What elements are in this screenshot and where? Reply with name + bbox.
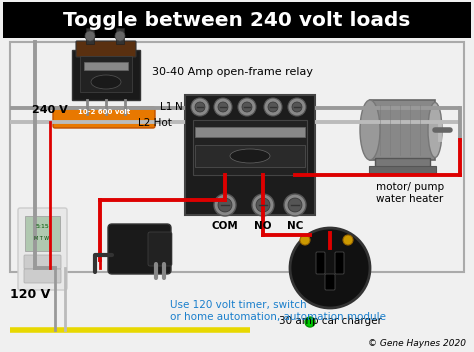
FancyBboxPatch shape [108, 224, 171, 274]
Ellipse shape [428, 102, 442, 157]
Circle shape [343, 235, 353, 245]
Circle shape [191, 98, 209, 116]
Text: NO: NO [254, 221, 272, 231]
FancyBboxPatch shape [193, 120, 307, 175]
Ellipse shape [360, 100, 380, 160]
Circle shape [288, 98, 306, 116]
FancyBboxPatch shape [18, 208, 67, 290]
Circle shape [238, 98, 256, 116]
Circle shape [214, 194, 236, 216]
Text: L2 Hot: L2 Hot [138, 118, 172, 128]
FancyBboxPatch shape [148, 232, 172, 266]
Text: 240 V: 240 V [32, 105, 68, 115]
Text: L1: L1 [160, 102, 173, 112]
FancyBboxPatch shape [370, 100, 435, 160]
Text: COM: COM [211, 221, 238, 231]
FancyBboxPatch shape [24, 269, 61, 283]
FancyBboxPatch shape [116, 28, 124, 44]
Ellipse shape [230, 149, 270, 163]
Ellipse shape [91, 75, 121, 89]
Text: © Gene Haynes 2020: © Gene Haynes 2020 [368, 339, 466, 348]
Text: 5:15: 5:15 [35, 224, 49, 228]
FancyBboxPatch shape [80, 56, 132, 92]
Circle shape [268, 102, 278, 112]
FancyBboxPatch shape [3, 2, 471, 38]
Circle shape [300, 235, 310, 245]
Text: Toggle between 240 volt loads: Toggle between 240 volt loads [64, 11, 410, 30]
FancyBboxPatch shape [53, 107, 155, 128]
FancyBboxPatch shape [24, 255, 61, 269]
FancyBboxPatch shape [76, 41, 136, 57]
FancyBboxPatch shape [195, 145, 305, 167]
Circle shape [242, 102, 252, 112]
Circle shape [288, 198, 302, 212]
Circle shape [115, 31, 125, 41]
FancyBboxPatch shape [375, 158, 430, 168]
Circle shape [218, 198, 232, 212]
Text: motor/ pump
water heater: motor/ pump water heater [376, 182, 444, 203]
Circle shape [214, 98, 232, 116]
FancyBboxPatch shape [195, 127, 305, 137]
Text: 10-2 600 volt: 10-2 600 volt [78, 109, 130, 115]
Text: Use 120 volt timer, switch
or home automation, automation module: Use 120 volt timer, switch or home autom… [170, 300, 386, 322]
Text: 30-40 Amp open-frame relay: 30-40 Amp open-frame relay [152, 67, 313, 77]
FancyBboxPatch shape [185, 95, 315, 215]
FancyBboxPatch shape [369, 166, 436, 173]
Circle shape [195, 102, 205, 112]
Circle shape [256, 198, 270, 212]
FancyBboxPatch shape [84, 62, 128, 70]
Circle shape [252, 194, 274, 216]
Circle shape [218, 102, 228, 112]
FancyBboxPatch shape [72, 50, 140, 100]
Circle shape [284, 194, 306, 216]
FancyBboxPatch shape [316, 252, 325, 274]
Circle shape [305, 317, 315, 327]
Text: 120 V: 120 V [10, 289, 50, 302]
FancyBboxPatch shape [25, 216, 60, 251]
Circle shape [290, 228, 370, 308]
Circle shape [264, 98, 282, 116]
Text: M T W: M T W [35, 235, 50, 240]
Text: 30 amp car charger: 30 amp car charger [279, 316, 382, 326]
FancyBboxPatch shape [86, 28, 94, 44]
Text: NC: NC [287, 221, 303, 231]
FancyBboxPatch shape [325, 274, 335, 290]
Circle shape [292, 102, 302, 112]
Text: N: N [175, 102, 183, 112]
Circle shape [85, 31, 95, 41]
FancyBboxPatch shape [335, 252, 344, 274]
